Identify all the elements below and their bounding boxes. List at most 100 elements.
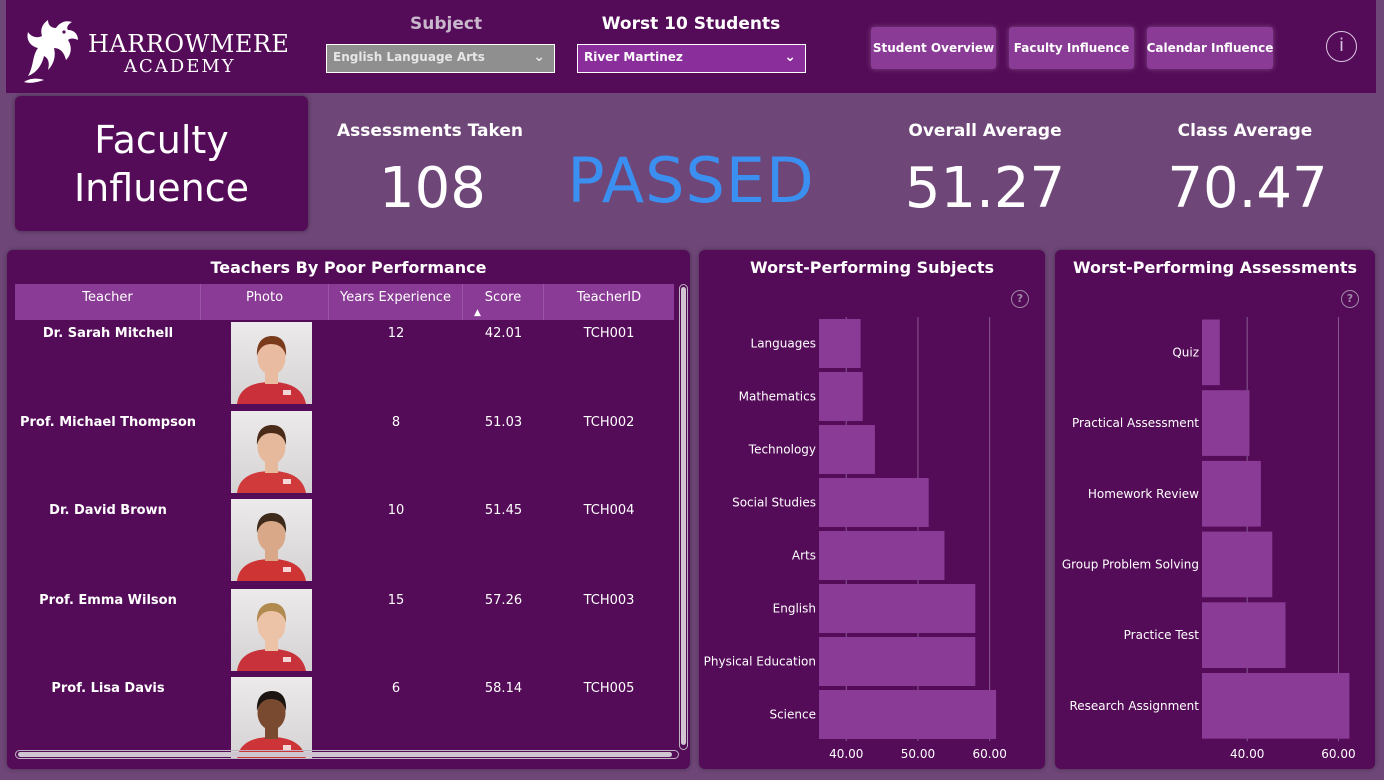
assessments-taken-label: Assessments Taken <box>336 121 524 141</box>
bar[interactable] <box>1202 460 1261 527</box>
bar[interactable] <box>1202 319 1220 386</box>
horizontal-scrollbar[interactable] <box>15 750 679 759</box>
bar[interactable] <box>819 690 997 739</box>
years-experience: 6 <box>391 681 401 696</box>
table-row[interactable]: Prof. Lisa Davis 6 58.14 TCH005 <box>15 675 674 764</box>
category-label: Group Problem Solving <box>1062 557 1199 571</box>
table-row[interactable]: Prof. Michael Thompson 8 51.03 TCH002 <box>15 409 674 498</box>
subject-slicer-value: English Language Arts <box>333 50 485 64</box>
x-tick-label: 60.00 <box>1321 747 1355 761</box>
info-icon[interactable]: i <box>1326 31 1357 62</box>
bar[interactable] <box>819 478 929 527</box>
faculty-influence-button[interactable]: Faculty Influence <box>1009 27 1134 69</box>
table-row[interactable]: Dr. David Brown 10 51.45 TCH004 <box>15 497 674 586</box>
teacher-photo <box>231 677 312 759</box>
bar[interactable] <box>819 425 875 474</box>
teacher-id: TCH004 <box>583 503 635 518</box>
page-title: Faculty Influence <box>15 96 308 231</box>
help-icon[interactable]: ? <box>1341 290 1359 308</box>
column-header-teacherid[interactable]: TeacherID <box>576 290 642 305</box>
teacher-name: Dr. David Brown <box>49 503 167 518</box>
teacher-score: 42.01 <box>484 326 523 341</box>
category-label: Languages <box>751 337 816 351</box>
teacher-name: Dr. Sarah Mitchell <box>42 326 174 341</box>
category-label: Technology <box>748 443 816 457</box>
subject-slicer-title: Subject <box>410 14 483 34</box>
help-icon[interactable]: ? <box>1011 290 1029 308</box>
table-row[interactable]: Prof. Emma Wilson 15 57.26 TCH003 <box>15 587 674 676</box>
teacher-photo <box>231 322 312 404</box>
assessments-taken-value: 108 <box>379 156 486 221</box>
column-header-teacher[interactable]: Teacher <box>15 284 201 320</box>
logo-name: HARROWMERE <box>88 30 290 58</box>
category-label: Research Assignment <box>1069 699 1199 713</box>
bar[interactable] <box>819 584 976 633</box>
student-overview-button[interactable]: Student Overview <box>871 27 996 69</box>
teacher-portrait-icon <box>237 691 306 759</box>
teacher-score: 51.45 <box>484 503 523 518</box>
bar[interactable] <box>1202 673 1350 739</box>
vertical-scrollbar[interactable] <box>679 284 688 750</box>
chevron-down-icon[interactable]: ⌄ <box>784 49 796 65</box>
header-bar: HARROWMERE ACADEMY Subject English Langu… <box>6 0 1376 93</box>
logo-subtitle: ACADEMY <box>124 56 236 77</box>
bar[interactable] <box>819 319 861 368</box>
teacher-photo <box>231 499 312 581</box>
bar[interactable] <box>819 372 863 421</box>
bar[interactable] <box>819 637 976 686</box>
pass-status: PASSED <box>567 144 815 217</box>
student-slicer-value: River Martinez <box>584 50 683 64</box>
assessments-chart-title: Worst-Performing Assessments <box>1072 258 1358 277</box>
sort-ascending-icon[interactable]: ▲ <box>474 308 481 318</box>
bar[interactable] <box>1202 531 1273 598</box>
x-tick-label: 40.00 <box>1230 747 1264 761</box>
teacher-portrait-icon <box>237 336 306 404</box>
subject-slicer[interactable]: English Language Arts ⌄ <box>326 44 555 73</box>
subjects-chart-panel: Worst-Performing Subjects ? 40.00 50.00 60… <box>699 250 1045 769</box>
teacher-score: 58.14 <box>484 681 523 696</box>
assessments-bar-chart: 40.00 60.00 Quiz Practical Assessment Homewo… <box>1062 317 1356 761</box>
dragon-crest-icon <box>24 20 78 83</box>
years-experience: 10 <box>387 503 405 518</box>
assessments-chart-panel: Worst-Performing Assessments ? 40.00 60.0… <box>1055 250 1375 769</box>
bar[interactable] <box>819 531 945 580</box>
teacher-id: TCH003 <box>583 593 635 608</box>
bar[interactable] <box>1202 390 1250 456</box>
category-label: English <box>773 602 816 616</box>
subjects-chart-title: Worst-Performing Subjects <box>749 258 994 277</box>
subjects-bar-chart: 40.00 50.00 60.00 Languages Mathematics Techn… <box>704 317 1007 761</box>
teacher-portrait-icon <box>237 603 306 671</box>
column-header-photo[interactable]: Photo <box>201 284 329 320</box>
class-average-label: Class Average <box>1177 121 1313 141</box>
teacher-name: Prof. Michael Thompson <box>19 415 197 430</box>
teacher-portrait-icon <box>237 513 306 581</box>
category-label: Physical Education <box>704 655 816 669</box>
teacher-photo <box>231 411 312 493</box>
student-slicer-title: Worst 10 Students <box>601 14 781 34</box>
scrollbar-thumb[interactable] <box>681 287 686 745</box>
table-row[interactable]: Dr. Sarah Mitchell 12 42.01 TCH001 <box>15 320 674 409</box>
overall-average-value: 51.27 <box>904 156 1066 221</box>
chevron-down-icon[interactable]: ⌄ <box>533 49 545 65</box>
teacher-id: TCH002 <box>583 415 635 430</box>
bar[interactable] <box>1202 602 1286 668</box>
academy-logo: HARROWMERE ACADEMY <box>20 16 289 86</box>
category-label: Homework Review <box>1088 487 1199 501</box>
scrollbar-thumb[interactable] <box>18 752 672 757</box>
category-label: Science <box>769 708 816 722</box>
category-label: Arts <box>792 549 816 563</box>
table-header: Teacher Photo Years Experience Score Tea… <box>15 284 674 320</box>
category-label: Mathematics <box>739 390 816 404</box>
student-slicer[interactable]: River Martinez ⌄ <box>577 44 806 73</box>
class-average-value: 70.47 <box>1167 156 1328 221</box>
column-header-years[interactable]: Years Experience <box>329 284 463 320</box>
category-label: Social Studies <box>732 496 816 510</box>
teacher-portrait-icon <box>237 425 306 493</box>
column-header-score[interactable]: Score <box>463 284 544 320</box>
page-title-line1: Faculty <box>94 118 229 162</box>
teacher-score: 51.03 <box>484 415 523 430</box>
teachers-table-panel: Teachers By Poor Performance Teacher Pho… <box>7 250 690 769</box>
x-tick-label: 50.00 <box>901 747 935 761</box>
x-tick-label: 60.00 <box>972 747 1006 761</box>
calendar-influence-button[interactable]: Calendar Influence <box>1147 27 1273 69</box>
